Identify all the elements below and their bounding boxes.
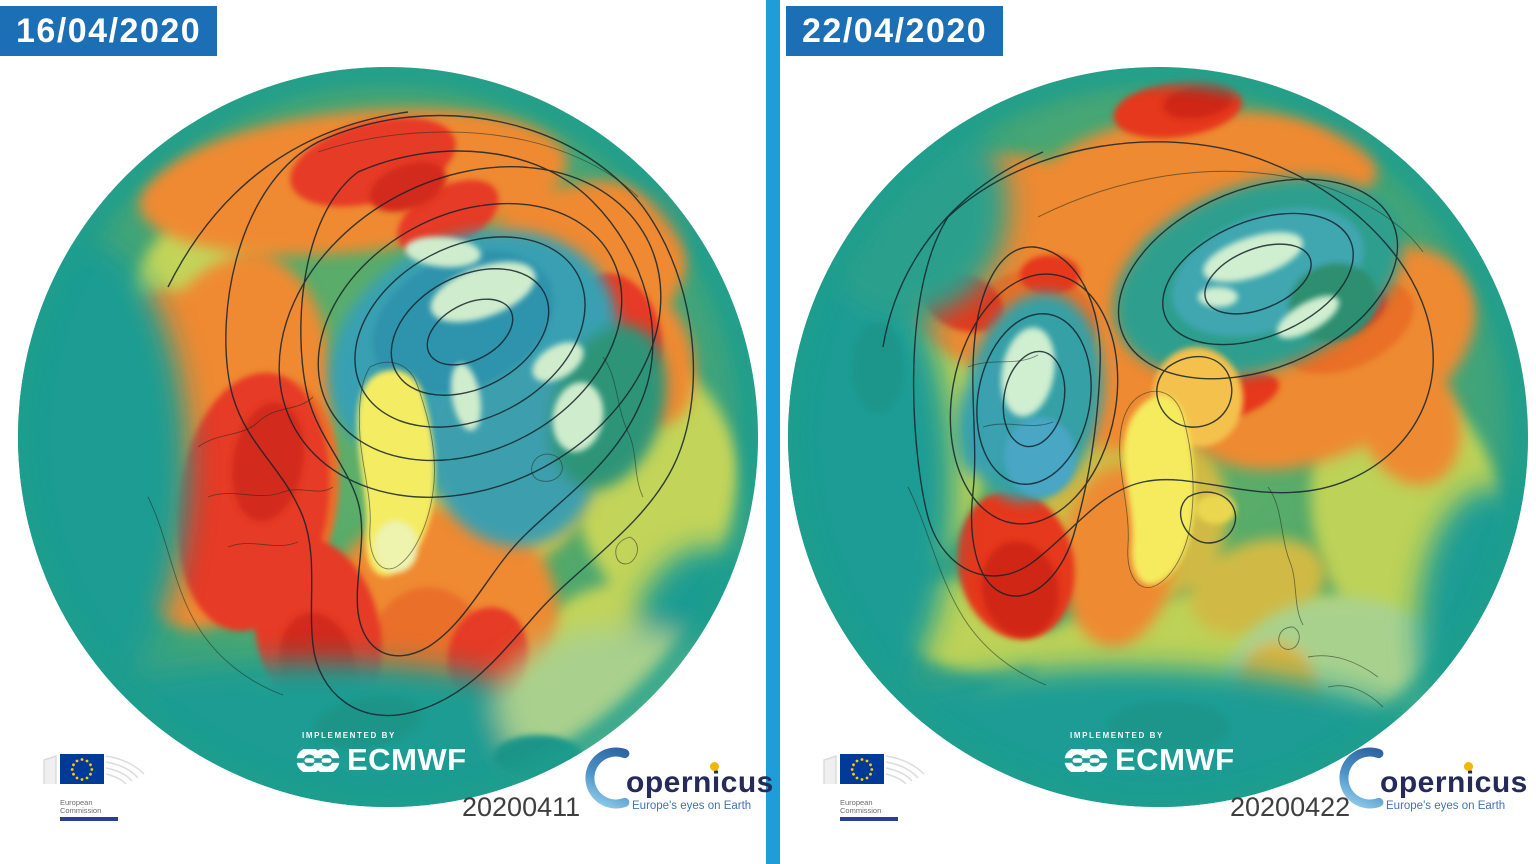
copernicus-tagline: Europe's eyes on Earth [632, 800, 752, 812]
eu-logo-bar [840, 817, 898, 821]
eu-commission-logo-right: European Commission [820, 748, 936, 821]
eu-commission-line2: Commission [60, 806, 102, 815]
eu-logo-bar [60, 817, 118, 821]
coastlines-left [147, 131, 644, 696]
ecmwf-wordmark: ECMWF [1115, 742, 1235, 777]
copernicus-wordmark: opernicus [626, 766, 774, 799]
ecmwf-wordmark: ECMWF [347, 742, 467, 777]
ecmwf-logo-left: IMPLEMENTED BY ECMWF [296, 731, 516, 778]
copernicus-logo-right: opernicus Europe's eyes on Earth [1338, 740, 1527, 820]
copernicus-swoosh-icon [585, 747, 630, 809]
ecmwf-icon [296, 747, 340, 773]
eu-commission-line1: European [840, 798, 873, 807]
copernicus-wordmark: opernicus [1380, 766, 1528, 799]
panel-divider [766, 0, 780, 864]
implemented-by-label: IMPLEMENTED BY [1070, 731, 1164, 740]
implemented-by-label: IMPLEMENTED BY [302, 731, 396, 740]
contour-lines-left [167, 111, 695, 717]
ozone-map-left [18, 67, 758, 807]
date-banner-left: 16/04/2020 [0, 6, 218, 56]
copernicus-swoosh-icon [1339, 747, 1384, 809]
eu-flag-icon [43, 754, 145, 785]
date-banner-right: 22/04/2020 [786, 6, 1004, 56]
eu-commission-line2: Commission [840, 806, 882, 815]
panel-left: 16/04/2020 IMPLEMENTED BY ECMWF 20200411 [0, 0, 773, 864]
eu-commission-logo-left: European Commission [40, 748, 156, 821]
panel-right: 22/04/2020 IMPLEMENTED BY ECMWF 20200422 [780, 0, 1536, 864]
ozone-field-left [18, 67, 758, 807]
copernicus-satellite-dot [710, 762, 719, 771]
ozone-map-right [788, 67, 1528, 807]
copernicus-satellite-dot [1464, 762, 1473, 771]
ozone-field-right [788, 67, 1528, 807]
frame-date-right: 20200422 [1230, 792, 1351, 822]
ecmwf-logo-right: IMPLEMENTED BY ECMWF [1064, 731, 1284, 778]
copernicus-tagline: Europe's eyes on Earth [1386, 800, 1506, 812]
frame-date-left: 20200411 [462, 792, 581, 822]
ecmwf-icon [1064, 747, 1108, 773]
eu-commission-line1: European [60, 798, 93, 807]
copernicus-logo-left: opernicus Europe's eyes on Earth [584, 740, 773, 820]
coastlines-right [907, 170, 1424, 708]
eu-flag-icon [823, 754, 925, 785]
